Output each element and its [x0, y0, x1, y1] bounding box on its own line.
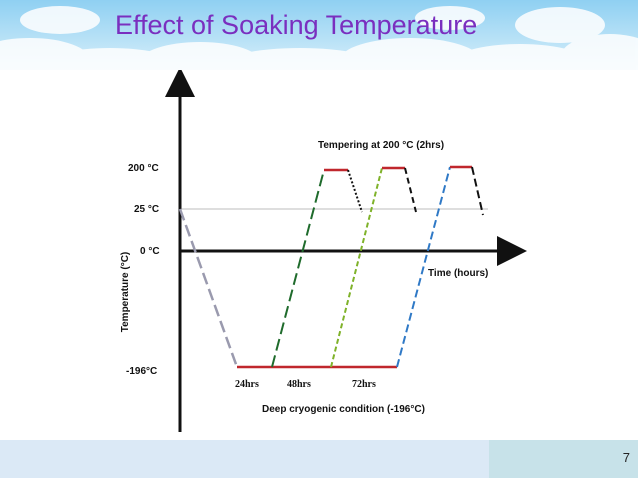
cloud-header-background: [0, 0, 638, 70]
level-label-0: 0 °C: [140, 246, 160, 257]
tempering-label: Tempering at 200 °C (2hrs): [318, 140, 444, 151]
footer-page-box: [489, 440, 638, 478]
heating-ramp-24hrs: [271, 169, 325, 368]
return-ramp-72hrs: [471, 166, 484, 216]
level-label-25: 25 °C: [134, 204, 159, 215]
return-ramp-24hrs: [347, 169, 363, 213]
return-ramp-48hrs: [404, 167, 417, 213]
slide-title: Effect of Soaking Temperature: [115, 10, 478, 40]
heating-ramp-72hrs: [396, 166, 451, 368]
level-label-minus196: -196°C: [126, 366, 157, 377]
level-label-200: 200 °C: [128, 163, 159, 174]
y-axis-title: Temperature (°C): [120, 252, 131, 333]
soaking-temperature-diagram: 200 °C 25 °C 0 °C -196°C Temperature (°C…: [120, 70, 527, 432]
x-axis-title: Time (hours): [428, 268, 488, 279]
heating-ramp-48hrs: [330, 167, 383, 368]
soak-duration-72hrs: 72hrs: [352, 379, 376, 390]
soak-duration-48hrs: 48hrs: [287, 379, 311, 390]
cooling-ramp-line: [178, 208, 239, 368]
bottom-caption: Deep cryogenic condition (-196°C): [262, 404, 425, 415]
soak-duration-24hrs: 24hrs: [235, 379, 259, 390]
slide-number: 7: [622, 450, 630, 465]
